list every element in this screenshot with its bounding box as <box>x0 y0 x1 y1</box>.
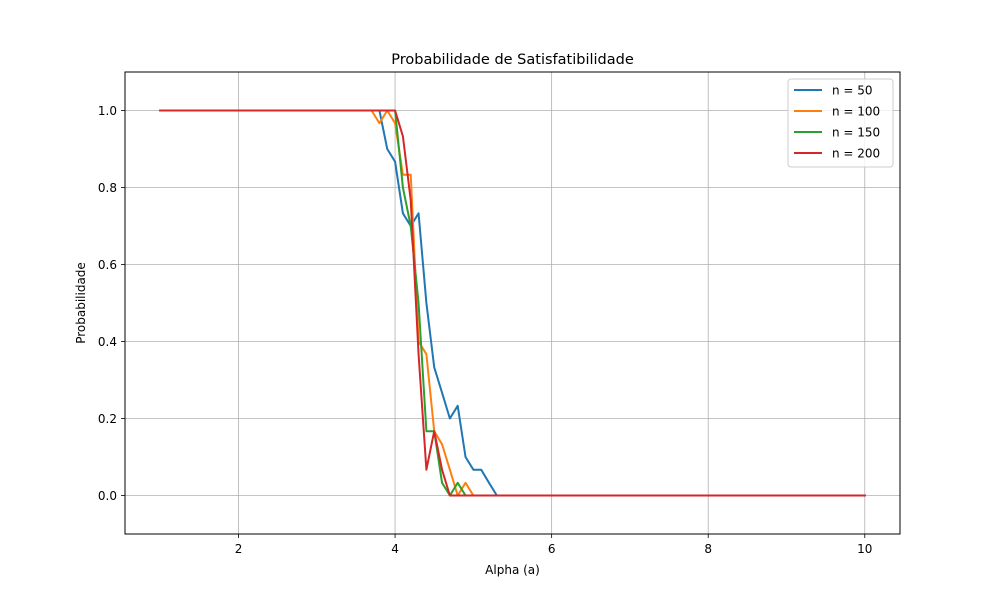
legend: n = 50 n = 100 n = 150 n = 200 <box>787 78 894 168</box>
y-tick-label: 0.8 <box>98 181 117 195</box>
y-tick-label: 0.2 <box>98 412 117 426</box>
legend-label: n = 200 <box>832 147 880 161</box>
series-line-1 <box>159 109 866 497</box>
legend-label: n = 50 <box>832 84 873 98</box>
x-tick-label: 4 <box>391 542 399 556</box>
legend-label: n = 100 <box>832 105 880 119</box>
chart-title: Probabilidade de Satisfatibilidade <box>391 52 634 68</box>
y-tick-label: 0.6 <box>98 258 117 272</box>
x-axis: 2 4 6 8 10 <box>235 534 872 556</box>
y-tick-label: 0.4 <box>98 335 117 349</box>
y-axis: 0.0 0.2 0.4 0.6 0.8 1.0 <box>98 104 125 503</box>
y-axis-label: Probabilidade <box>74 262 88 344</box>
plot-lines <box>159 109 866 497</box>
legend-label: n = 150 <box>832 126 880 140</box>
x-axis-label: Alpha (a) <box>485 563 540 577</box>
x-tick-label: 6 <box>548 542 556 556</box>
y-tick-label: 0.0 <box>98 489 117 503</box>
x-tick-label: 10 <box>857 542 872 556</box>
x-tick-label: 8 <box>704 542 712 556</box>
legend-box <box>787 78 894 168</box>
series-line-4 <box>159 109 866 497</box>
y-tick-label: 1.0 <box>98 104 117 118</box>
axes-frame <box>124 71 901 535</box>
grid <box>125 72 900 534</box>
x-tick-label: 2 <box>235 542 243 556</box>
